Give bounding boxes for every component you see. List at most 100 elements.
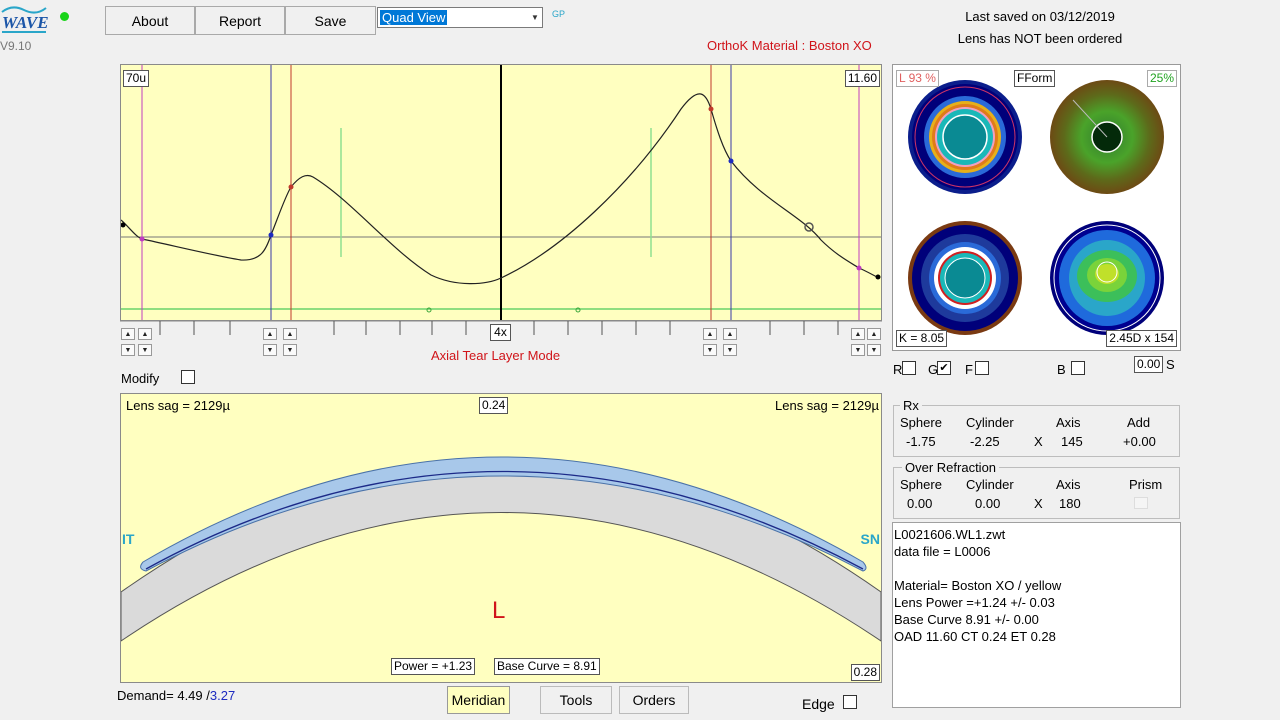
mode-label: Axial Tear Layer Mode xyxy=(431,348,561,363)
check-g-label: G xyxy=(928,362,939,377)
rx-add-value[interactable]: +0.00 xyxy=(1123,434,1156,449)
chevron-down-icon[interactable]: ▼ xyxy=(531,13,539,22)
rx-cylinder-value[interactable]: -2.25 xyxy=(970,434,1000,449)
chart-ruler xyxy=(120,320,882,341)
left-lens-sag: Lens sag = 2129µ xyxy=(126,398,230,413)
axial-map xyxy=(1050,80,1164,194)
info-line: Lens Power =+1.24 +/- 0.03 xyxy=(894,595,1055,610)
spin-up-icon[interactable]: ▲ xyxy=(851,328,865,340)
info-line: data file = L0006 xyxy=(894,544,991,559)
over-refraction-group: Over Refraction Sphere Cylinder Axis Pri… xyxy=(893,460,1180,519)
orders-button[interactable]: Orders xyxy=(619,686,689,714)
edge-label: Edge xyxy=(802,696,835,712)
info-line: Material= Boston XO / yellow xyxy=(894,578,1062,593)
topography-maps[interactable]: L 93 % FForm 25% K = 8.05 2.45D x 154 xyxy=(892,64,1181,351)
or-axis-value[interactable]: 180 xyxy=(1059,496,1081,511)
cylinder-axis-value: 2.45D x 154 xyxy=(1106,330,1177,347)
cursor-marker xyxy=(804,222,814,232)
right-percent: 25% xyxy=(1146,70,1177,87)
left-percent: L 93 % xyxy=(896,70,939,87)
or-sphere-header: Sphere xyxy=(900,477,942,492)
base-curve-value: Base Curve = 8.91 xyxy=(494,658,600,675)
edge-checkbox[interactable] xyxy=(843,695,857,709)
info-line: L0021606.WL1.zwt xyxy=(894,527,1006,542)
sn-label: SN xyxy=(860,531,880,547)
check-f-checkbox[interactable] xyxy=(975,361,989,375)
info-line xyxy=(894,560,1179,577)
or-cylinder-header: Cylinder xyxy=(966,477,1014,492)
or-sphere-value[interactable]: 0.00 xyxy=(907,496,933,511)
rx-cylinder-header: Cylinder xyxy=(966,415,1014,430)
last-saved-text: Last saved on 03/12/2019 xyxy=(965,9,1115,24)
version-label: V9.10 xyxy=(0,39,32,53)
save-button[interactable]: Save xyxy=(285,6,376,35)
spin-up-icon[interactable]: ▲ xyxy=(283,328,297,340)
meridian-button[interactable]: Meridian xyxy=(447,686,510,714)
or-cylinder-value[interactable]: 0.00 xyxy=(975,496,1001,511)
tear-layer-chart[interactable]: 70u 11.60 xyxy=(120,64,882,321)
spin-up-icon[interactable]: ▲ xyxy=(867,328,881,340)
spin-up-icon[interactable]: ▲ xyxy=(723,328,737,340)
or-prism-header: Prism xyxy=(1129,477,1163,492)
diameter-value: 11.60 xyxy=(844,70,880,87)
view-select[interactable]: Quad View ▼ xyxy=(377,7,543,28)
demand-text: Demand= 4.49 / xyxy=(117,688,210,703)
rx-axis-value[interactable]: 145 xyxy=(1061,434,1083,449)
center-thickness: 0.24 xyxy=(479,397,509,414)
s-value[interactable]: 0.00 xyxy=(1134,356,1164,373)
tear-film-map xyxy=(908,80,1022,194)
check-g-checkbox[interactable]: ✔ xyxy=(937,361,951,375)
about-button[interactable]: About xyxy=(105,6,195,35)
tools-button[interactable]: Tools xyxy=(540,686,612,714)
elevation-map xyxy=(1050,221,1164,335)
rx-sphere-header: Sphere xyxy=(900,415,942,430)
spin-down-icon[interactable]: ▼ xyxy=(703,344,717,356)
rx-axis-header: Axis xyxy=(1056,415,1081,430)
report-button[interactable]: Report xyxy=(195,6,285,35)
tangential-map xyxy=(908,221,1022,335)
spin-up-icon[interactable]: ▲ xyxy=(703,328,717,340)
spin-down-icon[interactable]: ▼ xyxy=(851,344,865,356)
spin-down-icon[interactable]: ▼ xyxy=(723,344,737,356)
spin-down-icon[interactable]: ▼ xyxy=(263,344,277,356)
rx-sphere-value[interactable]: -1.75 xyxy=(906,434,936,449)
lens-info-box: L0021606.WL1.zwt data file = L0006 Mater… xyxy=(892,522,1181,708)
zoom-level[interactable]: 4x xyxy=(490,324,511,341)
demand-value-2: 3.27 xyxy=(209,688,236,703)
spin-up-icon[interactable]: ▲ xyxy=(263,328,277,340)
info-line: OAD 11.60 CT 0.24 ET 0.28 xyxy=(894,629,1056,644)
lens-profile-view[interactable]: Lens sag = 2129µ Lens sag = 2129µ 0.24 I… xyxy=(120,393,882,683)
rx-add-header: Add xyxy=(1127,415,1151,430)
spin-down-icon[interactable]: ▼ xyxy=(138,344,152,356)
modify-label: Modify xyxy=(121,371,160,386)
depth-value: 70u xyxy=(123,70,150,87)
spin-down-icon[interactable]: ▼ xyxy=(283,344,297,356)
order-status-text: Lens has NOT been ordered xyxy=(957,31,1123,46)
spin-up-icon[interactable]: ▲ xyxy=(121,328,135,340)
modify-checkbox[interactable] xyxy=(181,370,195,384)
over-refraction-title: Over Refraction xyxy=(902,460,1000,475)
check-f-label: F xyxy=(965,362,973,377)
tear-layer-curve xyxy=(121,93,880,285)
k-value: K = 8.05 xyxy=(896,330,948,347)
eye-label: L xyxy=(492,597,506,624)
demand-label: Demand= 4.49 /3.27 xyxy=(117,688,235,703)
lens-shape xyxy=(140,456,867,572)
check-b-label: B xyxy=(1057,362,1066,377)
spin-down-icon[interactable]: ▼ xyxy=(121,344,135,356)
gp-label: GP xyxy=(552,9,566,19)
right-lens-sag: Lens sag = 2129µ xyxy=(775,398,879,413)
spin-up-icon[interactable]: ▲ xyxy=(138,328,152,340)
spin-down-icon[interactable]: ▼ xyxy=(867,344,881,356)
info-line: Base Curve 8.91 +/- 0.00 xyxy=(894,612,1039,627)
or-axis-header: Axis xyxy=(1056,477,1081,492)
rx-title: Rx xyxy=(900,398,922,413)
edge-thickness: 0.28 xyxy=(850,664,880,681)
prism-checkbox[interactable] xyxy=(1134,497,1148,509)
check-r-checkbox[interactable] xyxy=(902,361,916,375)
it-label: IT xyxy=(122,531,135,547)
check-b-checkbox[interactable] xyxy=(1071,361,1085,375)
logo-text: WAVE xyxy=(2,13,48,32)
wave-logo: WAVE xyxy=(0,2,49,36)
check-r-label: R xyxy=(893,362,903,377)
